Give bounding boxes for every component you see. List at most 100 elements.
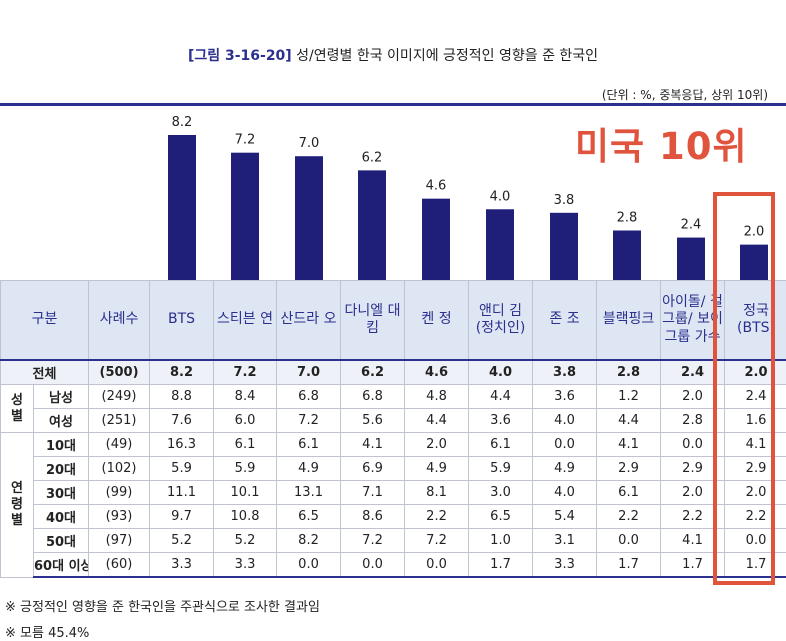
sample-size: (249)	[89, 385, 150, 409]
bar-value-label: 8.2	[172, 115, 193, 130]
table-cell: 4.0	[533, 409, 597, 433]
table-cell: 3.8	[533, 360, 597, 385]
table-cell: 7.2	[214, 360, 277, 385]
bar-value-label: 3.8	[554, 193, 575, 208]
column-header: 구분	[1, 281, 89, 361]
table-cell: 6.8	[341, 385, 405, 409]
bar-value-label: 4.6	[426, 179, 447, 194]
footnote-2: ※ 모름 45.4%	[5, 622, 89, 641]
table-cell: 5.9	[214, 457, 277, 481]
sample-size: (251)	[89, 409, 150, 433]
bar-9	[677, 238, 705, 280]
unit-note: (단위 : %, 중복응답, 상위 10위)	[602, 86, 768, 103]
table-cell: 10.8	[214, 505, 277, 529]
figure-caption: 성/연령별 한국 이미지에 긍정적인 영향을 준 한국인	[296, 48, 598, 64]
table-cell: 0.0	[405, 553, 469, 578]
table-cell: 2.9	[597, 457, 661, 481]
table-cell: 4.4	[405, 409, 469, 433]
table-cell: 6.9	[341, 457, 405, 481]
table-cell: 3.6	[469, 409, 533, 433]
table-cell: 7.6	[150, 409, 214, 433]
table-cell: 4.6	[405, 360, 469, 385]
table-cell: 1.7	[597, 553, 661, 578]
sample-size: (102)	[89, 457, 150, 481]
table-cell: 3.3	[150, 553, 214, 578]
table-cell: 9.7	[150, 505, 214, 529]
table-cell: 6.5	[277, 505, 341, 529]
sample-size: (93)	[89, 505, 150, 529]
table-cell: 5.2	[214, 529, 277, 553]
table-cell: 0.0	[277, 553, 341, 578]
table-cell: 16.3	[150, 433, 214, 457]
figure-number: [그림 3-16-20]	[188, 48, 292, 64]
table-cell: 6.1	[469, 433, 533, 457]
table-cell: 5.9	[469, 457, 533, 481]
table-cell: 0.0	[533, 433, 597, 457]
table-cell: 0.0	[597, 529, 661, 553]
column-header: 블랙핑크	[597, 281, 661, 361]
table-cell: 7.2	[277, 409, 341, 433]
table-cell: 3.3	[533, 553, 597, 578]
column-header: 앤디 김 (정치인)	[469, 281, 533, 361]
sample-size: (97)	[89, 529, 150, 553]
table-cell: 3.0	[469, 481, 533, 505]
column-header: 존 조	[533, 281, 597, 361]
bar-3	[295, 156, 323, 280]
sample-size: (49)	[89, 433, 150, 457]
table-cell: 4.4	[597, 409, 661, 433]
table-cell: 4.9	[277, 457, 341, 481]
table-cell: 4.0	[469, 360, 533, 385]
bar-6	[486, 209, 514, 280]
row-label: 10대	[34, 433, 89, 457]
table-cell: 1.7	[469, 553, 533, 578]
table-cell: 4.1	[597, 433, 661, 457]
table-cell: 4.1	[341, 433, 405, 457]
bar-2	[231, 153, 259, 280]
table-cell: 13.1	[277, 481, 341, 505]
bar-value-label: 7.2	[235, 133, 256, 148]
table-cell: 8.8	[150, 385, 214, 409]
table-cell: 2.0	[405, 433, 469, 457]
table-cell: 6.5	[469, 505, 533, 529]
table-cell: 4.0	[533, 481, 597, 505]
column-header: 다니엘 대 킴	[341, 281, 405, 361]
row-label: 30대	[34, 481, 89, 505]
bar-4	[358, 170, 386, 280]
table-cell: 5.2	[150, 529, 214, 553]
column-header: 켄 정	[405, 281, 469, 361]
table-cell: 8.2	[150, 360, 214, 385]
bar-5	[422, 199, 450, 280]
table-cell: 4.9	[533, 457, 597, 481]
table-cell: 11.1	[150, 481, 214, 505]
table-cell: 5.6	[341, 409, 405, 433]
bar-value-label: 2.8	[617, 210, 638, 225]
column-header: BTS	[150, 281, 214, 361]
table-cell: 3.1	[533, 529, 597, 553]
table-cell: 2.8	[597, 360, 661, 385]
sample-size: (500)	[89, 360, 150, 385]
column-header: 사례수	[89, 281, 150, 361]
column-header: 스티븐 연	[214, 281, 277, 361]
row-label: 전체	[1, 360, 89, 385]
table-cell: 7.2	[341, 529, 405, 553]
table-cell: 7.0	[277, 360, 341, 385]
table-cell: 10.1	[214, 481, 277, 505]
highlight-box	[713, 192, 775, 585]
table-cell: 7.1	[341, 481, 405, 505]
row-label: 50대	[34, 529, 89, 553]
table-cell: 3.3	[214, 553, 277, 578]
bar-value-label: 4.0	[490, 189, 511, 204]
table-cell: 8.4	[214, 385, 277, 409]
table-cell: 6.1	[277, 433, 341, 457]
table-cell: 4.8	[405, 385, 469, 409]
table-cell: 7.2	[405, 529, 469, 553]
sample-size: (60)	[89, 553, 150, 578]
